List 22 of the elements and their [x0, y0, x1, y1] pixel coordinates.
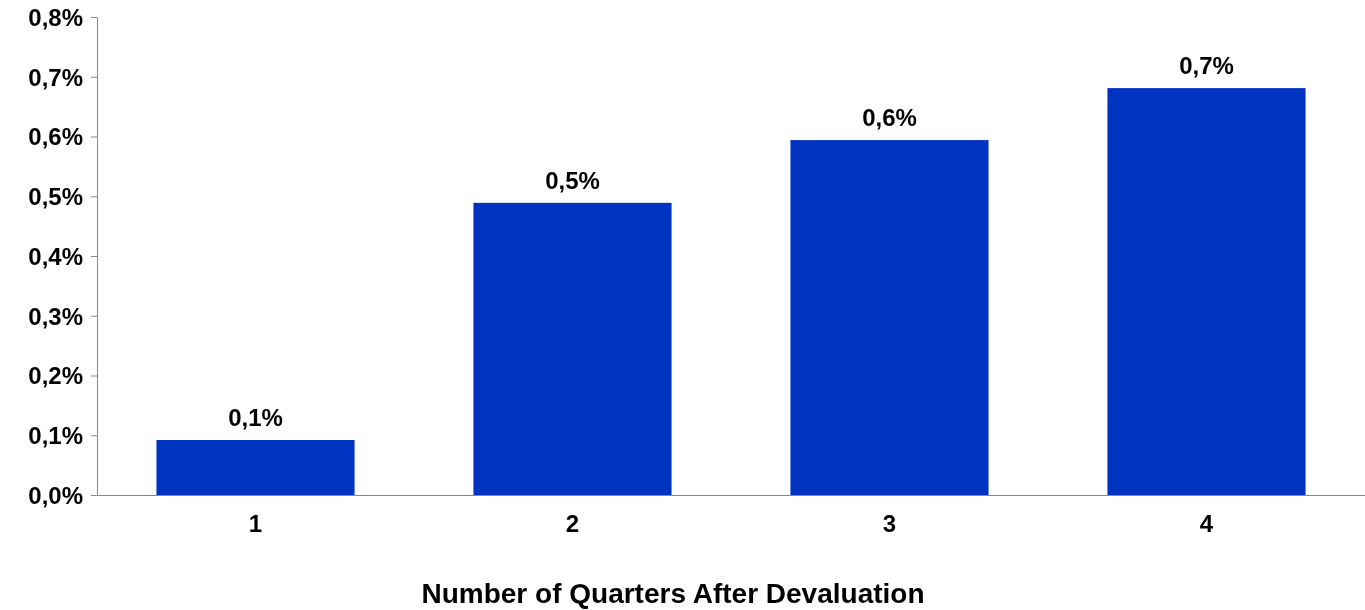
y-tick-label: 0,7%: [28, 63, 83, 91]
bar: [1107, 88, 1306, 495]
y-tick-label: 0,6%: [28, 123, 83, 151]
y-tick-label: 0,3%: [28, 302, 83, 330]
x-tick-label: 4: [1199, 509, 1214, 537]
x-axis-title: Number of Quarters After Devaluation: [421, 578, 925, 609]
y-tick-label: 0,0%: [28, 481, 83, 509]
data-label: 0,1%: [228, 404, 283, 432]
x-tick-label: 1: [248, 509, 263, 537]
x-tick-label: 3: [882, 509, 897, 537]
data-label: 0,5%: [545, 166, 600, 194]
y-tick-label: 0,5%: [28, 183, 83, 211]
y-tick-label: 0,2%: [28, 362, 83, 390]
y-tick-label: 0,1%: [28, 422, 83, 450]
bar: [156, 440, 355, 495]
y-tick-label: 0,4%: [28, 242, 83, 270]
data-label: 0,6%: [862, 104, 917, 132]
bar: [473, 202, 672, 495]
y-tick-label: 0,8%: [28, 3, 83, 31]
x-tick-label: 2: [565, 509, 580, 537]
bar: [790, 140, 989, 495]
data-label: 0,7%: [1179, 52, 1234, 80]
